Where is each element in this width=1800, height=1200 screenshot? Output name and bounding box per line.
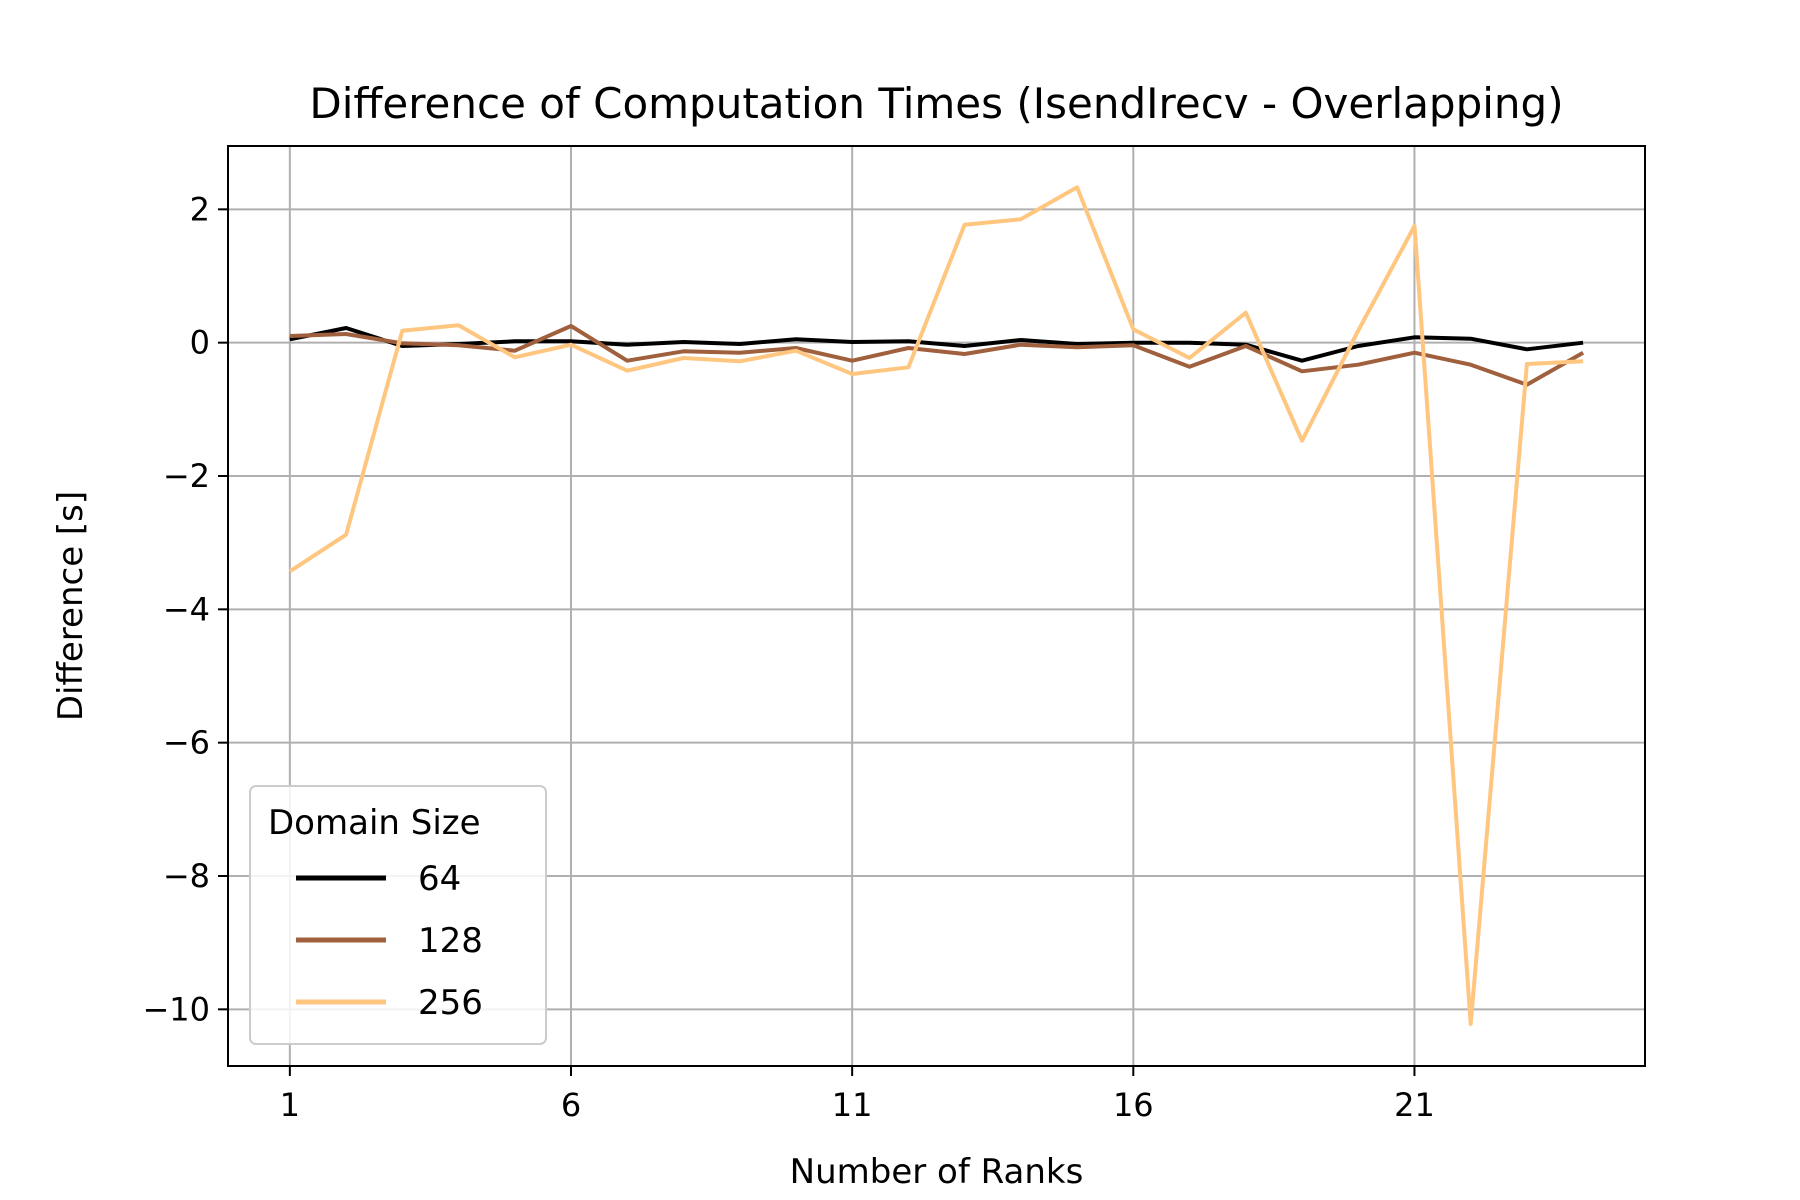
x-tick-label: 6 bbox=[561, 1086, 581, 1124]
series-lines bbox=[288, 185, 1585, 1026]
series-line-256 bbox=[288, 185, 1584, 1026]
legend-box bbox=[249, 785, 547, 1045]
y-tick-label: −4 bbox=[163, 590, 210, 628]
x-tick-label: 16 bbox=[1113, 1086, 1154, 1124]
series-line-128 bbox=[289, 324, 1585, 387]
legend-entries: 64 128 256 bbox=[296, 859, 483, 1023]
x-tick-label: 1 bbox=[280, 1086, 300, 1124]
x-axis-title: Number of Ranks bbox=[790, 1152, 1084, 1192]
plot-frame bbox=[227, 145, 1646, 1067]
y-tick-label: −2 bbox=[163, 457, 210, 495]
legend-label-128: 128 bbox=[418, 921, 483, 961]
y-tick-label: 2 bbox=[190, 190, 210, 228]
y-tick-label: 0 bbox=[190, 324, 210, 362]
legend-label-256: 256 bbox=[418, 983, 483, 1023]
y-tick-label: −10 bbox=[142, 990, 210, 1028]
x-tick-label: 11 bbox=[832, 1086, 873, 1124]
y-tick-label: −6 bbox=[163, 724, 210, 762]
legend-label-64: 64 bbox=[418, 859, 461, 899]
chart-title: Difference of Computation Times (IsendIr… bbox=[309, 79, 1563, 128]
legend: Domain Size 64 128 256 bbox=[249, 785, 547, 1045]
x-tick-label: 21 bbox=[1394, 1086, 1435, 1124]
series-line-64 bbox=[289, 326, 1584, 363]
y-tick-label: −8 bbox=[163, 857, 210, 895]
y-axis-title: Difference [s] bbox=[51, 491, 91, 721]
legend-title: Domain Size bbox=[268, 803, 481, 843]
